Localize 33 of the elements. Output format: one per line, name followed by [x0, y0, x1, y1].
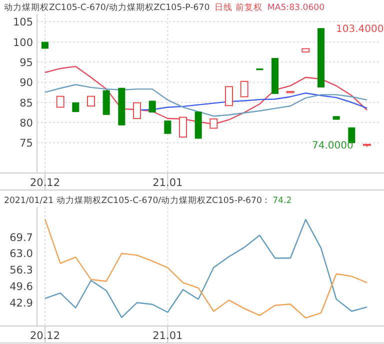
x-tick-label: 20.12 — [30, 177, 60, 189]
y-tick-label: 42.9 — [10, 298, 33, 310]
y-tick-label: 100 — [12, 36, 33, 49]
candlestick — [164, 120, 172, 134]
y-tick-label: 69.7 — [10, 232, 33, 244]
annotation: 74.0000 — [312, 140, 354, 152]
candlestick — [56, 96, 64, 108]
candlestick — [179, 116, 187, 138]
text: MA5:83.0600 — [267, 3, 325, 13]
candlestick — [87, 96, 95, 107]
y-tick-label: 105 — [12, 16, 33, 29]
candlestick — [133, 102, 141, 120]
x-tick-label: 21.01 — [152, 177, 183, 189]
y-tick-label: 56.3 — [10, 264, 33, 277]
chart-title: 2021/01/21 动力煤期权ZC105-C-670/动力煤期权ZC105-P-670 : — [4, 195, 268, 206]
y-tick-label: 90 — [20, 77, 33, 90]
y-tick-label: 80 — [20, 118, 33, 130]
line-series — [44, 84, 368, 117]
line-series — [44, 66, 368, 125]
chart-subtitle: 74.2 — [272, 196, 292, 206]
y-tick-label: 63.0 — [10, 248, 33, 260]
y-tick-label: 85 — [20, 97, 33, 110]
y-tick-label: 95 — [20, 57, 33, 70]
candlestick — [240, 80, 248, 98]
candlestick — [210, 118, 218, 129]
annotation: 103.4000 — [336, 24, 384, 35]
chart-title: 动力煤期权ZC105-C-670/动力煤期权ZC105-P-670 — [4, 2, 210, 13]
chart-subtitle: 日线 前复权 — [214, 2, 262, 13]
y-tick-label: 75 — [20, 138, 33, 150]
x-tick-label: 20.12 — [30, 330, 60, 342]
y-tick-label: 49.6 — [10, 281, 34, 294]
x-tick-label: 21.01 — [152, 330, 183, 342]
candlestick — [225, 86, 233, 106]
